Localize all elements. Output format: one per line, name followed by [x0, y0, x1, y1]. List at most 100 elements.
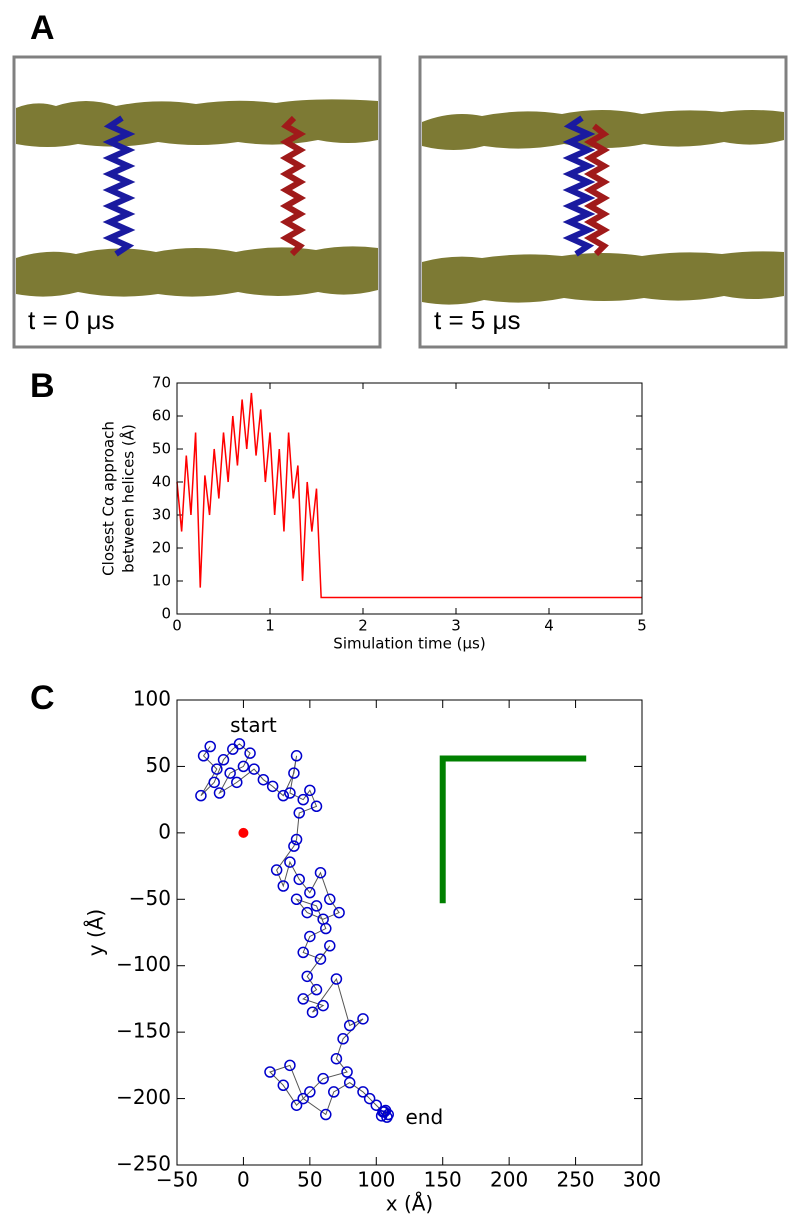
y-axis-label: y (Å): [84, 909, 108, 956]
y-tick-label: −50: [129, 886, 171, 910]
trajectory-point: [343, 1076, 356, 1089]
trajectory-point: [343, 1019, 356, 1032]
trajectory-point: [284, 787, 296, 799]
trajectory-point: [290, 893, 303, 906]
trajectory-point: [310, 983, 323, 996]
trajectory-point: [301, 970, 313, 983]
trajectory-point: [337, 1033, 349, 1045]
y-tick-label: −100: [116, 952, 171, 976]
trajectory-point: [208, 776, 220, 789]
y-tick-label: 60: [152, 407, 171, 425]
annotation: start: [230, 713, 277, 737]
y-tick-label: 100: [133, 687, 171, 711]
trajectory-point: [328, 1086, 340, 1098]
trajectory-point: [224, 767, 236, 779]
trajectory-point: [320, 922, 332, 935]
trajectory-point: [217, 754, 230, 766]
trajectory-point: [270, 864, 283, 876]
x-tick-label: 0: [172, 617, 182, 635]
x-tick-label: 1: [265, 617, 275, 635]
y-tick-label: −250: [116, 1152, 171, 1176]
trajectory-point: [314, 953, 327, 965]
x-tick-label: 100: [357, 1168, 395, 1192]
y-tick-label: 0: [161, 605, 171, 623]
trajectory-point: [306, 1006, 319, 1018]
snapshot-right: t = 5 μs: [418, 55, 788, 349]
trajectory-point: [297, 946, 309, 959]
x-tick-label: 150: [424, 1168, 462, 1192]
y-axis-label: Closest Cα approach: [100, 421, 118, 576]
trajectory-point: [213, 787, 226, 799]
trajectory-point: [330, 1052, 343, 1065]
y-tick-label: 50: [146, 753, 171, 777]
x-tick-label: −50: [156, 1168, 198, 1192]
trajectory-point: [244, 747, 256, 759]
trajectory-point: [310, 900, 323, 912]
trajectory-point: [284, 1059, 296, 1072]
plot-frame: [176, 699, 643, 1166]
trajectory-point: [293, 873, 305, 886]
trajectory-line: [200, 743, 389, 1118]
trajectory-point: [266, 780, 279, 793]
trajectory-point: [297, 1092, 309, 1105]
y-axis-label: between helices (Å): [119, 424, 138, 573]
trajectory-point: [330, 973, 343, 985]
x-tick-label: 3: [451, 617, 461, 635]
trajectory-point: [382, 1108, 394, 1121]
origin-point: [238, 827, 249, 838]
y-tick-label: 0: [158, 819, 171, 843]
l-shape: [439, 755, 587, 904]
x-tick-label: 2: [358, 617, 368, 635]
trajectory-point: [320, 1108, 332, 1121]
panel-label: C: [30, 679, 55, 717]
trajectory-point: [293, 807, 305, 819]
trajectory-point: [314, 866, 327, 879]
caption: t = 5 μs: [434, 305, 521, 335]
snapshot-left: t = 0 μs: [12, 55, 382, 349]
y-tick-label: −150: [116, 1019, 171, 1043]
trajectory-point: [288, 767, 300, 779]
trajectory-point: [357, 1086, 369, 1098]
trajectory-point: [195, 789, 207, 802]
caption: t = 0 μs: [28, 305, 115, 335]
trajectory-point: [197, 750, 210, 762]
x-tick-label: 250: [556, 1168, 594, 1192]
trajectory-point: [324, 893, 336, 906]
trajectory-point: [304, 784, 316, 797]
trajectory-point: [310, 800, 323, 813]
trajectory-point: [290, 750, 303, 762]
x-tick-label: 50: [297, 1168, 322, 1192]
y-tick-label: 10: [152, 572, 171, 590]
trajectory-point: [257, 773, 270, 786]
trajectory-point: [277, 880, 290, 892]
trajectory-point: [324, 940, 336, 952]
data-line: [176, 392, 642, 599]
trajectory-point: [297, 793, 309, 806]
trajectory-point: [233, 738, 246, 750]
trajectory-point: [288, 840, 300, 852]
x-axis-label: Simulation time (μs): [333, 635, 485, 653]
x-axis-label: x (Å): [386, 1192, 433, 1216]
trajectory-point: [290, 1099, 303, 1111]
trajectory-point: [341, 1066, 353, 1078]
x-tick-label: 5: [637, 617, 647, 635]
panel-label: B: [30, 367, 55, 405]
trajectory-point: [370, 1099, 383, 1111]
trajectory-point: [304, 1086, 316, 1098]
trajectory-point: [317, 999, 329, 1012]
x-tick-label: 300: [623, 1168, 661, 1192]
trajectory-point: [264, 1066, 276, 1078]
trajectory-point: [297, 993, 309, 1005]
trajectory-point: [248, 763, 260, 775]
annotation: end: [406, 1105, 444, 1129]
trajectory-point: [317, 1072, 329, 1085]
x-tick-label: 0: [237, 1168, 250, 1192]
trajectory-point: [237, 760, 250, 773]
x-tick-label: 200: [490, 1168, 528, 1192]
trajectory-point: [290, 833, 303, 846]
trajectory-point: [304, 886, 316, 899]
trajectory-point: [304, 930, 316, 943]
y-tick-label: 50: [152, 440, 171, 458]
trajectory-point: [284, 856, 296, 868]
